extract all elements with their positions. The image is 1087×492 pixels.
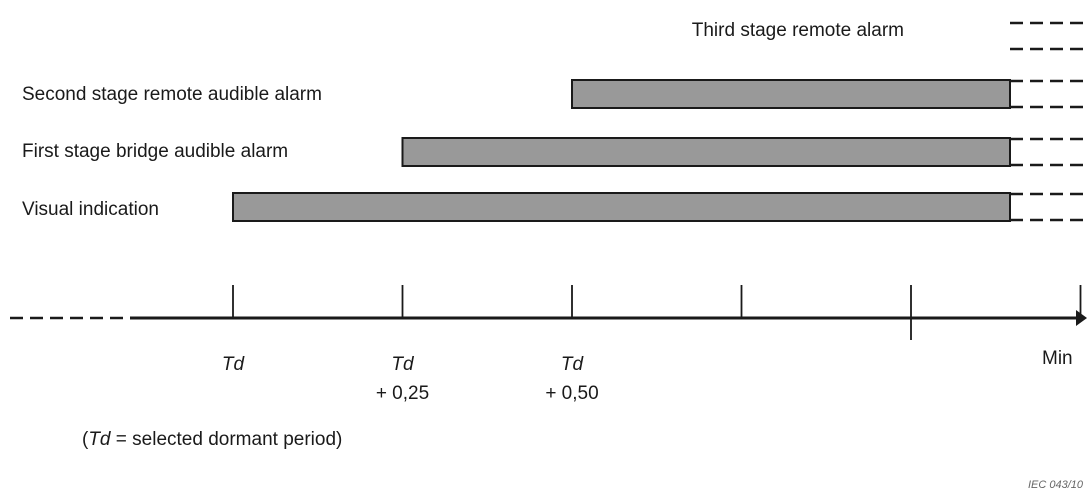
figure-credit: IEC 043/10	[1028, 479, 1084, 491]
alarm-label-visual-indication: Visual indication	[22, 199, 159, 220]
footnote-symbol: Td	[88, 429, 112, 450]
footnote-text: = selected dormant period)	[111, 429, 343, 450]
alarm-label-first-stage: First stage bridge audible alarm	[22, 141, 288, 162]
alarm-bar-visual-indication	[232, 192, 1011, 222]
alarm-bars	[232, 21, 1087, 222]
tick-label-symbol: Td	[391, 354, 415, 375]
alarm-bar-second-stage-remote-audible-alarm	[571, 79, 1011, 109]
alarm-label-second-stage: Second stage remote audible alarm	[22, 84, 322, 105]
axis-unit-label: Min	[1042, 348, 1073, 369]
tick-label-symbol: Td	[561, 354, 585, 375]
axis-arrowhead	[1076, 310, 1087, 326]
tick-label-symbol: Td	[222, 354, 246, 375]
footnote: (Td = selected dormant period)	[82, 429, 342, 450]
footnote-open: (	[82, 429, 89, 450]
tick-label-offset: + 0,50	[545, 383, 598, 404]
alarm-label-third-stage: Third stage remote alarm	[692, 20, 904, 41]
tick-label-offset: + 0,25	[376, 383, 429, 404]
alarm-bar-first-stage-bridge-audible-alarm	[401, 137, 1011, 167]
time-axis: Min	[10, 310, 1087, 369]
